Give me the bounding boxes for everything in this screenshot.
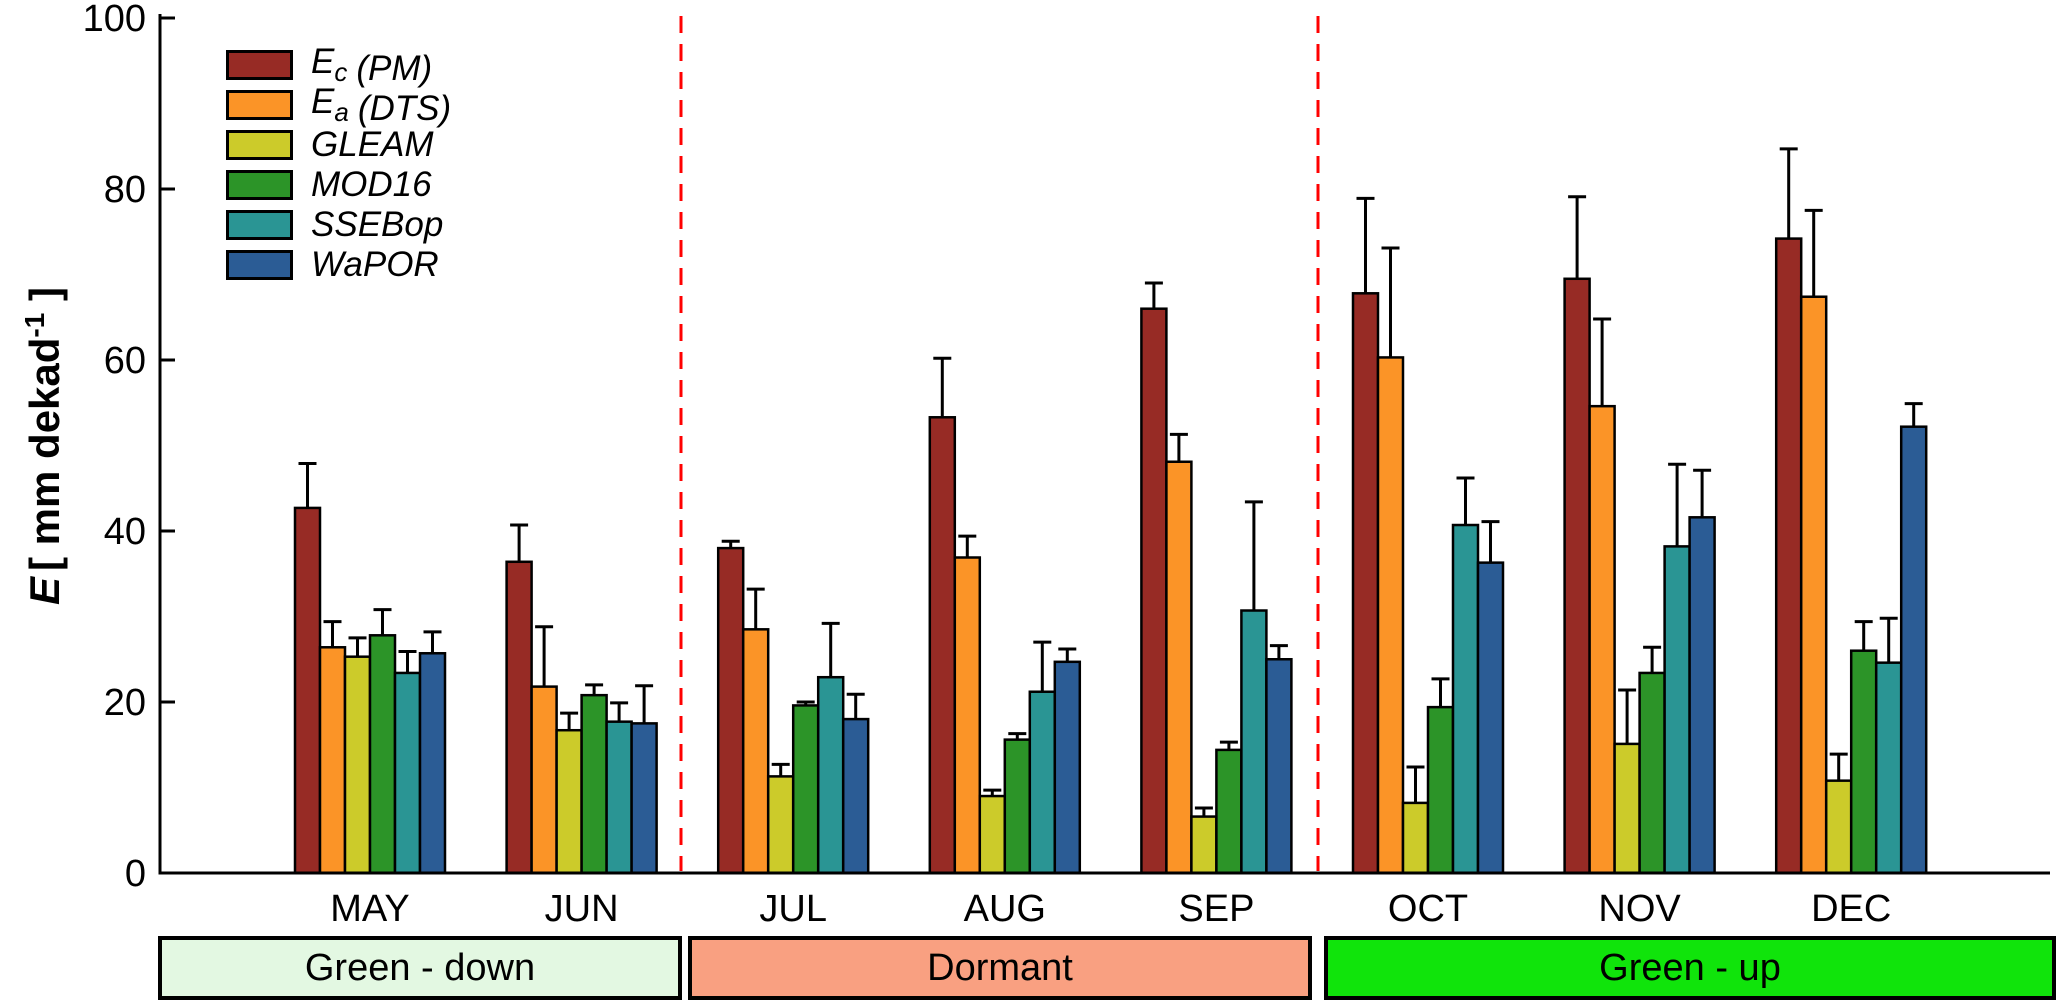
bar-mod16-oct xyxy=(1426,705,1455,875)
y-axis-label-exponent: -1 xyxy=(19,312,50,338)
bar-gleam-may xyxy=(343,655,372,875)
bar-mod16-jun xyxy=(580,693,608,875)
x-category-label: JUL xyxy=(759,888,827,930)
legend-swatch xyxy=(226,49,293,80)
y-axis-label-symbol: E xyxy=(21,576,68,605)
x-category-label: MAY xyxy=(330,888,410,930)
bar-ec-pm-sep xyxy=(1140,307,1168,875)
x-category-label: AUG xyxy=(964,888,1046,930)
legend-label: WaPOR xyxy=(311,245,439,284)
bar-wapor-may xyxy=(418,652,447,875)
y-tick-label: 80 xyxy=(104,169,146,211)
bar-mod16-jul xyxy=(791,704,820,875)
bar-ea-dts-may xyxy=(318,646,347,875)
legend-item: MOD16 xyxy=(226,165,451,204)
legend-swatch xyxy=(226,89,293,120)
bar-ssebop-aug xyxy=(1028,690,1057,875)
bar-wapor-aug xyxy=(1053,660,1082,875)
bar-ec-pm-nov xyxy=(1563,277,1591,875)
bar-ec-pm-jul xyxy=(716,546,745,875)
bar-gleam-dec xyxy=(1824,779,1853,875)
x-category-label: JUN xyxy=(545,888,619,930)
bar-ea-dts-nov xyxy=(1588,404,1616,875)
legend-item: Ec (PM) xyxy=(226,44,451,86)
x-category-label: SEP xyxy=(1178,888,1254,930)
season-band-green-up: Green - up xyxy=(1324,936,2056,1000)
bar-ssebop-may xyxy=(393,671,422,875)
legend-item: SSEBop xyxy=(226,205,451,244)
bar-gleam-jun xyxy=(555,728,583,875)
bar-ec-pm-dec xyxy=(1774,237,1803,875)
legend-swatch xyxy=(226,249,293,280)
y-axis-label: E [ mm dekad-1 ] xyxy=(19,287,69,605)
bar-mod16-sep xyxy=(1215,748,1243,875)
x-category-label: OCT xyxy=(1388,888,1468,930)
bar-mod16-may xyxy=(368,634,397,875)
bar-wapor-dec xyxy=(1899,425,1928,875)
legend-label: GLEAM xyxy=(311,125,434,164)
y-tick-label: 40 xyxy=(104,511,146,553)
bar-gleam-nov xyxy=(1613,742,1641,875)
bar-wapor-nov xyxy=(1688,516,1716,875)
bar-gleam-aug xyxy=(978,794,1007,875)
y-tick-label: 100 xyxy=(83,0,146,40)
y-tick-label: 60 xyxy=(104,340,146,382)
legend-label: Ec (PM) xyxy=(311,41,433,88)
bar-ea-dts-oct xyxy=(1376,356,1405,875)
bar-ssebop-oct xyxy=(1451,523,1480,875)
season-band-dormant: Dormant xyxy=(688,936,1312,1000)
bar-ea-dts-jun xyxy=(530,685,558,875)
x-category-label: DEC xyxy=(1811,888,1891,930)
bar-ea-dts-aug xyxy=(953,556,982,875)
bar-wapor-jun xyxy=(630,722,658,875)
legend-swatch xyxy=(226,209,293,240)
bar-ssebop-nov xyxy=(1663,545,1691,875)
bar-ssebop-sep xyxy=(1240,609,1268,875)
legend: Ec (PM) Ea (DTS) GLEAM MOD16 SSEBop WaPOR xyxy=(226,44,451,290)
x-category-label: NOV xyxy=(1598,888,1681,930)
legend-item: WaPOR xyxy=(226,245,451,284)
bar-ec-pm-jun xyxy=(505,560,533,875)
bar-ea-dts-jul xyxy=(741,628,770,875)
legend-item: Ea (DTS) xyxy=(226,84,451,126)
bar-wapor-sep xyxy=(1265,658,1293,875)
bar-mod16-dec xyxy=(1849,649,1878,875)
legend-swatch xyxy=(226,129,293,160)
bar-ec-pm-oct xyxy=(1351,292,1380,875)
y-tick-label: 20 xyxy=(104,682,146,724)
legend-label: SSEBop xyxy=(311,205,444,244)
legend-label: Ea (DTS) xyxy=(311,81,452,128)
legend-swatch xyxy=(226,169,293,200)
bar-gleam-sep xyxy=(1190,815,1218,875)
bar-wapor-jul xyxy=(841,717,870,875)
bar-ec-pm-may xyxy=(293,506,322,875)
legend-item: GLEAM xyxy=(226,125,451,164)
bar-gleam-oct xyxy=(1401,801,1430,875)
bar-ssebop-dec xyxy=(1874,661,1903,875)
y-axis-label-close: ] xyxy=(21,287,68,313)
y-axis-label-units: [ mm dekad xyxy=(21,337,68,571)
bar-ec-pm-aug xyxy=(928,416,957,875)
bar-ssebop-jun xyxy=(605,720,633,875)
bar-ea-dts-sep xyxy=(1165,460,1193,875)
bar-mod16-aug xyxy=(1003,738,1032,875)
bar-ea-dts-dec xyxy=(1799,295,1828,875)
y-tick-label: 0 xyxy=(125,853,146,895)
bar-ssebop-jul xyxy=(816,675,845,875)
season-band-green-down: Green - down xyxy=(158,936,682,1000)
bar-mod16-nov xyxy=(1638,671,1666,875)
bar-wapor-oct xyxy=(1476,561,1505,875)
bar-gleam-jul xyxy=(766,775,795,875)
legend-label: MOD16 xyxy=(311,165,432,204)
